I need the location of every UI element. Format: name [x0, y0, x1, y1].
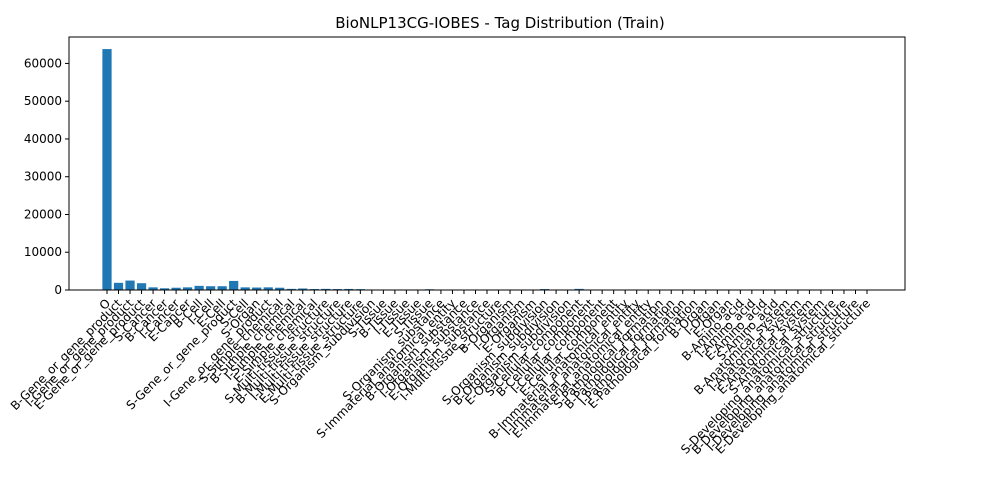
y-axis: 0 10000 20000 30000 40000 50000 60000 [24, 56, 69, 297]
y-tick-label: 0 [54, 283, 62, 297]
bar-9 [206, 286, 215, 290]
x-tick-label: B-Gene_or_gene_product [8, 296, 125, 413]
plot-frame [69, 37, 905, 290]
y-tick-label: 50000 [24, 94, 62, 108]
chart-title: BioNLP13CG-IOBES - Tag Distribution (Tra… [335, 14, 664, 32]
bar-3 [137, 283, 146, 290]
bar-2 [125, 281, 134, 290]
bar-11 [229, 281, 238, 290]
bar-0 [102, 49, 111, 290]
y-tick-label: 30000 [24, 170, 62, 184]
y-tick-label: 20000 [24, 207, 62, 221]
y-tick-label: 40000 [24, 132, 62, 146]
bar-8 [195, 286, 204, 290]
x-tick-label: I-Gene_or_gene_product [23, 296, 137, 410]
y-tick-label: 60000 [24, 56, 62, 70]
y-tick-label: 10000 [24, 245, 62, 259]
bars [102, 49, 871, 290]
x-axis: OB-Gene_or_gene_productI-Gene_or_gene_pr… [8, 290, 873, 457]
bar-1 [114, 283, 123, 290]
bar-10 [218, 286, 227, 290]
